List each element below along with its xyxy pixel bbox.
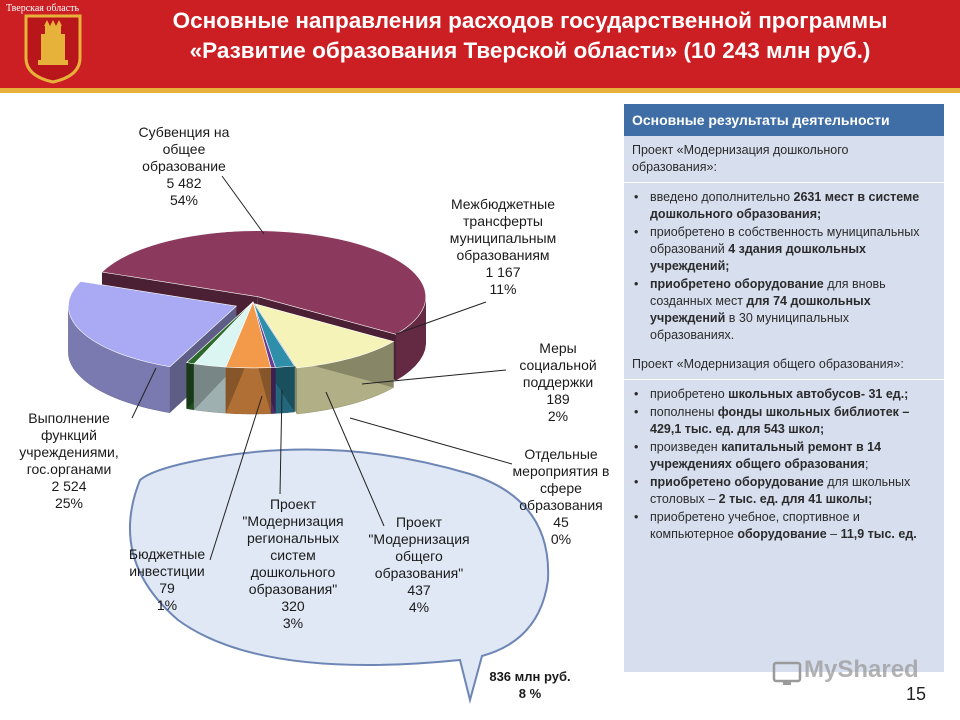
slice-label-line: инвестиции	[129, 563, 205, 579]
slice-label-line: 0%	[550, 531, 572, 547]
slice-label-line: гос.органами	[26, 461, 112, 477]
leader-line	[209, 395, 263, 561]
slice-label-line: образования	[519, 497, 603, 513]
slice-label-line: систем	[270, 547, 316, 563]
slice-label-line: Бюджетные	[128, 546, 206, 562]
leader-line	[361, 369, 507, 385]
slice-label: Проект "Модернизация общего образования" 437…	[354, 514, 484, 616]
slice-label-line: функций	[41, 427, 97, 443]
project1-title: Проект «Модернизация дошкольного образов…	[632, 143, 849, 174]
slice-label-line: 1%	[156, 597, 178, 613]
list-item: приобретено учебное, спортивное и компью…	[634, 509, 936, 543]
slice-label-line: Отдельные	[524, 446, 598, 462]
watermark: MyShared	[804, 656, 919, 683]
pie-slice	[254, 303, 395, 369]
slice-label-line: 320	[281, 598, 305, 614]
slice-label-line: общее	[162, 141, 206, 157]
slice-label-line: "Модернизация	[242, 513, 344, 529]
callout-bubble	[128, 448, 550, 704]
slice-label: Выполнение функций учреждениями, гос.органа…	[4, 410, 134, 512]
slice-label-line: 25%	[54, 495, 84, 511]
slice-label-line: 79	[159, 580, 175, 596]
list-item: приобретено оборудование для школьных ст…	[634, 474, 936, 508]
leader-line	[221, 175, 265, 235]
header-stripe	[0, 88, 960, 93]
slice-label-line: дошкольного	[250, 564, 336, 580]
list-item: приобретено в собственность муниципальны…	[634, 224, 936, 275]
callout-total: 836 млн руб. 8 %	[470, 668, 590, 702]
slice-label-line: 3%	[282, 615, 304, 631]
leader-line	[279, 389, 283, 495]
slice-label-line: "Модернизация	[368, 531, 470, 547]
slice-label-line: образованиям	[456, 247, 550, 263]
page-title: Основные направления расходов государств…	[100, 6, 960, 66]
slice-label-line: муниципальным	[449, 230, 557, 246]
slice-label: Субвенция на общее образование 5 482 54%	[104, 124, 264, 209]
list-item: приобретено школьных автобусов- 31 ед.;	[634, 386, 936, 403]
results-panel: Проект «Модернизация дошкольного образов…	[624, 136, 944, 672]
slice-label-line: трансферты	[463, 213, 543, 229]
list-item: пополнены фонды школьных библиотек – 429…	[634, 404, 936, 438]
slice-label: Проект "Модернизация региональных систем дош…	[228, 496, 358, 632]
slice-label-line: 4%	[408, 599, 430, 615]
project2-list: приобретено школьных автобусов- 31 ед.; …	[624, 386, 944, 543]
slice-label-line: мероприятия в	[512, 463, 610, 479]
leader-line	[325, 391, 385, 527]
coat-of-arms-icon	[24, 14, 82, 84]
pie-chart	[68, 175, 550, 704]
page-title-line1: Основные направления расходов государств…	[172, 8, 888, 33]
slice-label-line: 2%	[547, 408, 569, 424]
slice-label: Отдельные мероприятия в сфере образования 45…	[502, 446, 620, 548]
slice-label-line: 45	[553, 514, 569, 530]
pie-slice	[101, 230, 426, 335]
slice-label-line: Субвенция на	[138, 124, 230, 140]
divider	[624, 182, 944, 183]
leader-line	[349, 417, 513, 465]
slice-label-line: 437	[407, 582, 431, 598]
leader-line	[131, 367, 157, 419]
slice-label-line: региональных	[246, 530, 340, 546]
callout-total-amount: 836 млн руб.	[489, 669, 571, 684]
region-label: Тверская область	[6, 3, 80, 14]
list-item: приобретено оборудование для вновь созда…	[634, 276, 936, 344]
slice-label-line: образования"	[374, 565, 464, 581]
slice-label-line: 1 167	[485, 264, 521, 280]
slice-label-line: 11%	[489, 281, 517, 297]
header-bar	[0, 0, 960, 88]
slice-label: Межбюджетные трансферты муниципальным образ…	[428, 196, 578, 298]
slice-label-line: Межбюджетные	[450, 196, 556, 212]
slice-label-line: поддержки	[522, 374, 594, 390]
list-item: введено дополнительно 2631 мест в систем…	[634, 189, 936, 223]
project1-list: введено дополнительно 2631 мест в систем…	[624, 189, 944, 344]
slice-label: Меры социальной поддержки 189 2%	[498, 340, 618, 425]
slice-label-line: образования"	[248, 581, 338, 597]
slice-label-line: сфере	[540, 480, 582, 496]
page-number: 15	[906, 684, 927, 704]
project2-title: Проект «Модернизация общего образования»…	[632, 357, 904, 371]
list-item: произведен капитальный ремонт в 14 учреж…	[634, 439, 936, 473]
slice-label-line: образование	[142, 158, 226, 174]
divider	[624, 379, 944, 380]
slice-label-line: 54%	[169, 192, 199, 208]
slice-label-line: 189	[546, 391, 570, 407]
slice-label-line: 5 482	[166, 175, 202, 191]
slice-label-line: общего	[395, 548, 443, 564]
pie-slice	[185, 301, 254, 365]
callout-total-percent: 8 %	[518, 686, 542, 701]
slice-label-line: Проект	[269, 496, 317, 512]
slice-label-line: социальной	[519, 357, 597, 373]
page-title-line2: «Развитие образования Тверской области» …	[189, 38, 871, 63]
slice-label: Бюджетные инвестиции 79 1%	[112, 546, 222, 614]
watermark-icon	[772, 661, 802, 685]
leader-line	[395, 301, 487, 335]
pie-slice	[68, 281, 238, 368]
slice-label-line: Меры	[539, 340, 577, 356]
slice-label-line: 2 524	[51, 478, 87, 494]
slice-label-line: Проект	[395, 514, 443, 530]
results-panel-title: Основные результаты деятельности	[624, 104, 944, 136]
slice-label-line: Выполнение	[28, 410, 110, 426]
slice-label-line: учреждениями,	[19, 444, 119, 460]
